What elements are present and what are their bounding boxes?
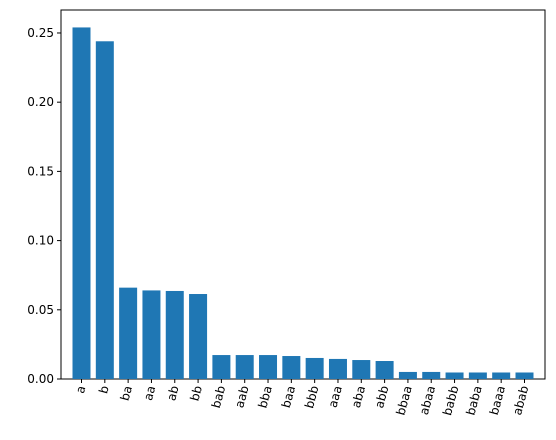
bar <box>328 358 347 379</box>
x-tick-label: aaa <box>326 384 345 409</box>
y-tick-label: 0.05 <box>27 303 54 317</box>
bar <box>142 290 161 379</box>
x-tick-label: a <box>73 384 88 395</box>
y-tick-label: 0.25 <box>27 26 54 40</box>
x-tick-label: baaa <box>487 384 508 416</box>
x-tick-label: ba <box>118 384 135 402</box>
y-tick-label: 0.10 <box>27 234 54 248</box>
bar <box>305 357 324 379</box>
bar <box>492 372 511 379</box>
x-tick-label: b <box>96 384 111 395</box>
y-tick-label: 0.15 <box>27 164 54 178</box>
bar <box>212 355 231 379</box>
x-tick-label: abb <box>372 384 391 409</box>
bar <box>235 355 254 379</box>
bar <box>468 372 487 379</box>
x-tick-label: aab <box>232 384 251 409</box>
y-tick-label: 0.00 <box>27 372 54 386</box>
axes-frame <box>60 9 546 380</box>
x-tick-label: abaa <box>417 384 438 416</box>
x-tick-label: bb <box>188 384 205 402</box>
x-tick-label: abab <box>510 384 531 417</box>
bar <box>422 371 441 379</box>
x-tick-label: aba <box>349 384 368 409</box>
bar <box>189 294 208 379</box>
bar <box>95 41 114 379</box>
x-tick-label: aa <box>141 384 158 402</box>
bar <box>72 27 91 380</box>
bar <box>352 360 371 379</box>
x-tick-label: bab <box>209 384 228 409</box>
x-tick-label: baba <box>463 384 484 417</box>
bar <box>282 356 301 379</box>
x-tick-label: ab <box>164 384 181 402</box>
bar <box>165 290 184 379</box>
bar <box>515 372 534 379</box>
bar <box>398 371 417 379</box>
x-tick-label: bbaa <box>394 384 415 417</box>
bar <box>119 287 138 379</box>
x-tick-label: bbb <box>302 384 321 410</box>
x-tick-label: babb <box>440 384 461 417</box>
y-tick-label: 0.20 <box>27 95 54 109</box>
bar <box>375 361 394 379</box>
x-tick-label: bba <box>256 384 275 409</box>
bar <box>445 372 464 379</box>
bar <box>259 355 278 379</box>
x-tick-label: baa <box>279 384 298 409</box>
